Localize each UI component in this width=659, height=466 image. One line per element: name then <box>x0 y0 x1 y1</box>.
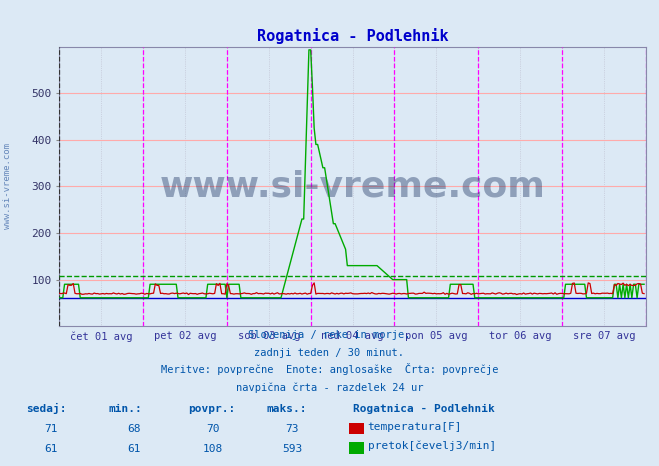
Text: 593: 593 <box>282 444 302 453</box>
Text: 71: 71 <box>45 424 58 434</box>
Text: 68: 68 <box>127 424 140 434</box>
Text: 70: 70 <box>206 424 219 434</box>
Text: 108: 108 <box>203 444 223 453</box>
Text: www.si-vreme.com: www.si-vreme.com <box>3 144 13 229</box>
Text: pretok[čevelj3/min]: pretok[čevelj3/min] <box>368 441 496 451</box>
Text: 61: 61 <box>45 444 58 453</box>
Text: maks.:: maks.: <box>267 404 307 414</box>
Text: 73: 73 <box>285 424 299 434</box>
Text: sedaj:: sedaj: <box>26 404 67 414</box>
Text: min.:: min.: <box>109 404 142 414</box>
Text: 61: 61 <box>127 444 140 453</box>
Text: povpr.:: povpr.: <box>188 404 235 414</box>
Text: Meritve: povprečne  Enote: anglosaške  Črta: povprečje: Meritve: povprečne Enote: anglosaške Črt… <box>161 363 498 375</box>
Text: Rogatnica - Podlehnik: Rogatnica - Podlehnik <box>353 404 494 414</box>
Text: temperatura[F]: temperatura[F] <box>368 422 462 432</box>
Text: zadnji teden / 30 minut.: zadnji teden / 30 minut. <box>254 348 405 357</box>
Title: Rogatnica - Podlehnik: Rogatnica - Podlehnik <box>257 28 448 44</box>
Text: Slovenija / reke in morje.: Slovenija / reke in morje. <box>248 330 411 340</box>
Text: www.si-vreme.com: www.si-vreme.com <box>159 170 546 203</box>
Text: navpična črta - razdelek 24 ur: navpična črta - razdelek 24 ur <box>236 383 423 393</box>
